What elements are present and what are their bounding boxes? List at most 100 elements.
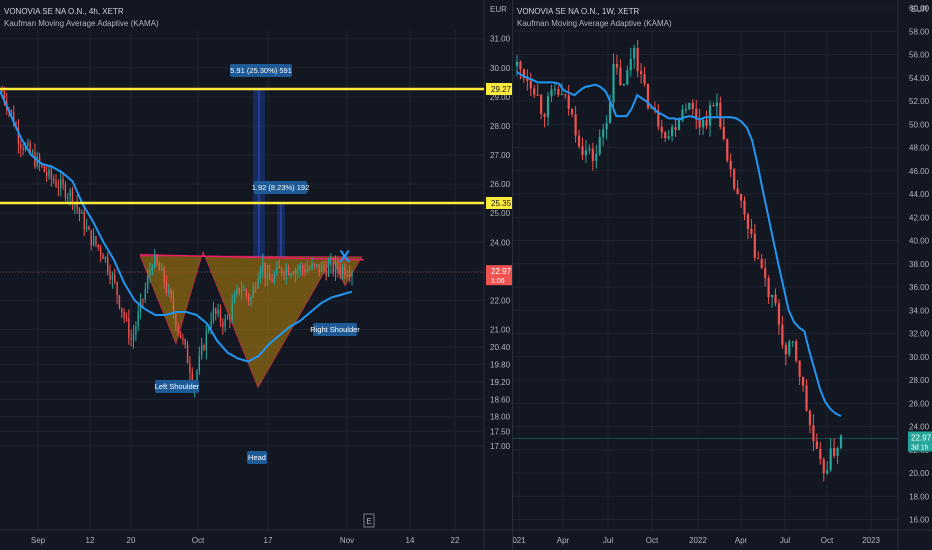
candle-1w-candle [622,84,625,86]
candle-4h-candle [273,274,276,282]
axis-unit-1w: EUR [911,5,928,14]
candle-4h-candle [285,267,287,276]
candle-4h-candle [97,244,100,248]
candle-4h-candle [262,262,264,269]
price-tick-label: 17.50 [490,427,511,436]
candle-4h-candle [339,269,341,274]
candle-4h-candle [341,266,344,274]
candle-4h-candle [60,178,62,189]
candle-4h-candle [158,264,161,271]
chart-pane-1w[interactable]: 60.00 58.00 56.00 54.00 52.00 50.00 48.00 46.00… [512,0,932,550]
candle-4h-candle [236,288,238,295]
candle-1w-candle [705,120,708,126]
candle-4h-candle [81,212,83,214]
candle-4h-candle [104,257,107,260]
candle-1w-candle [715,102,719,107]
candle-4h-candle [142,299,144,301]
candle-1w-candle [788,341,791,355]
candle-4h-candle [233,294,236,303]
candle-1w-candle [836,448,839,456]
time-tick-label: Nov [340,536,354,545]
candle-1w-candle [791,341,794,343]
price-tick-label: 54.00 [909,74,930,83]
range-label-large-bg [230,64,292,77]
candle-1w-candle [615,63,619,68]
price-tick-label: 60.00 [909,4,930,13]
candle-4h-candle [351,272,353,277]
candle-1w-candle [770,294,774,298]
candle-4h-candle [165,282,168,293]
candle-4h-candle [252,286,255,298]
right-shoulder-label: Right Shoulder [310,325,360,334]
price-tick-label: 38.00 [909,260,930,269]
chart-canvas-1w[interactable]: 60.00 58.00 56.00 54.00 52.00 50.00 48.00 46.00… [513,0,932,550]
candle-4h-candle [161,267,163,271]
price-tick-label: 36.00 [909,283,930,292]
candle-1w-candle [664,132,667,139]
candle-1w-candle [546,96,550,118]
candle-4h-candle [189,363,191,373]
candle-1w-candle [736,188,739,195]
candle-4h-candle [52,178,55,182]
candle-1w-candle [671,127,674,137]
time-tick-label: Apr [557,536,570,545]
candle-1w-candle [519,61,522,70]
head-label: Head [248,453,266,462]
candle-1w-candle [684,109,687,111]
candle-4h-candle [88,227,90,230]
candle-1w-candle [777,303,781,325]
candle-1w-candle [719,102,722,127]
chart-canvas-4h[interactable]: 31.00 30.00 29.00 28.00 27.00 26.00 25.00 24.00… [0,0,512,550]
candle-4h-candle [266,273,269,279]
candle-1w-candle [526,78,529,81]
candle-1w-candle [560,94,563,96]
candle-1w-candle [636,47,639,72]
candle-4h-candle [69,190,71,197]
invalidation-x-mark: X [339,247,351,266]
candle-4h-candle [184,339,186,345]
candle-4h-candle [330,260,332,266]
candle-4h-candle [102,254,104,260]
resistance-price-tag [486,196,512,209]
candle-1w-candle [550,89,553,97]
candle-1w-candle [774,294,777,304]
time-tick-label: 17 [264,536,273,545]
range-label-large: 5.91 (25.30%) 591 [230,66,292,75]
candle-1w-candle [540,95,543,114]
price-tick-label: 28.00 [490,122,511,131]
candle-4h-candle [99,247,102,255]
candle-4h-candle [316,264,318,266]
candle-4h-candle [240,290,243,293]
candle-4h-candle [217,309,219,314]
candle-1w-candle [702,120,705,128]
price-tick-label: 26.00 [490,180,511,189]
candle-4h-candle [325,268,327,277]
candle-4h-candle [243,289,245,291]
candle-4h-candle [109,271,111,280]
price-tick-label: 32.00 [909,330,930,339]
indicator-label-1w: Kaufman Moving Average Adaptive (KAMA) [517,19,672,28]
candle-4h-candle [276,266,278,275]
candle-4h-candle [170,289,172,299]
candle-1w-candle [650,107,653,109]
right-shoulder-label-bg [313,323,357,336]
chart-pane-4h[interactable]: 31.00 30.00 29.00 28.00 27.00 26.00 25.00 24.00… [0,0,512,550]
candle-1w-candle [577,135,581,147]
candle-1w-candle [591,148,594,161]
resistance-price-tag [486,83,512,95]
candle-1w-candle [767,277,770,298]
candle-1w-candle [760,258,763,269]
candle-4h-candle [283,272,285,276]
candle-4h-candle [172,298,175,314]
candle-4h-candle [45,172,48,176]
candle-1w-candle [533,88,536,95]
candle-4h-candle [50,169,53,179]
candle-4h-candle [245,289,247,296]
candle-1w-candle [598,137,601,155]
last-price-tag-countdown: 3d 1h [911,444,929,451]
candle-4h-candle [78,208,81,214]
candle-1w-candle [584,150,588,156]
candle-4h-candle [219,309,222,322]
candle-1w-candle [808,410,812,426]
candle-4h-candle [254,286,257,289]
